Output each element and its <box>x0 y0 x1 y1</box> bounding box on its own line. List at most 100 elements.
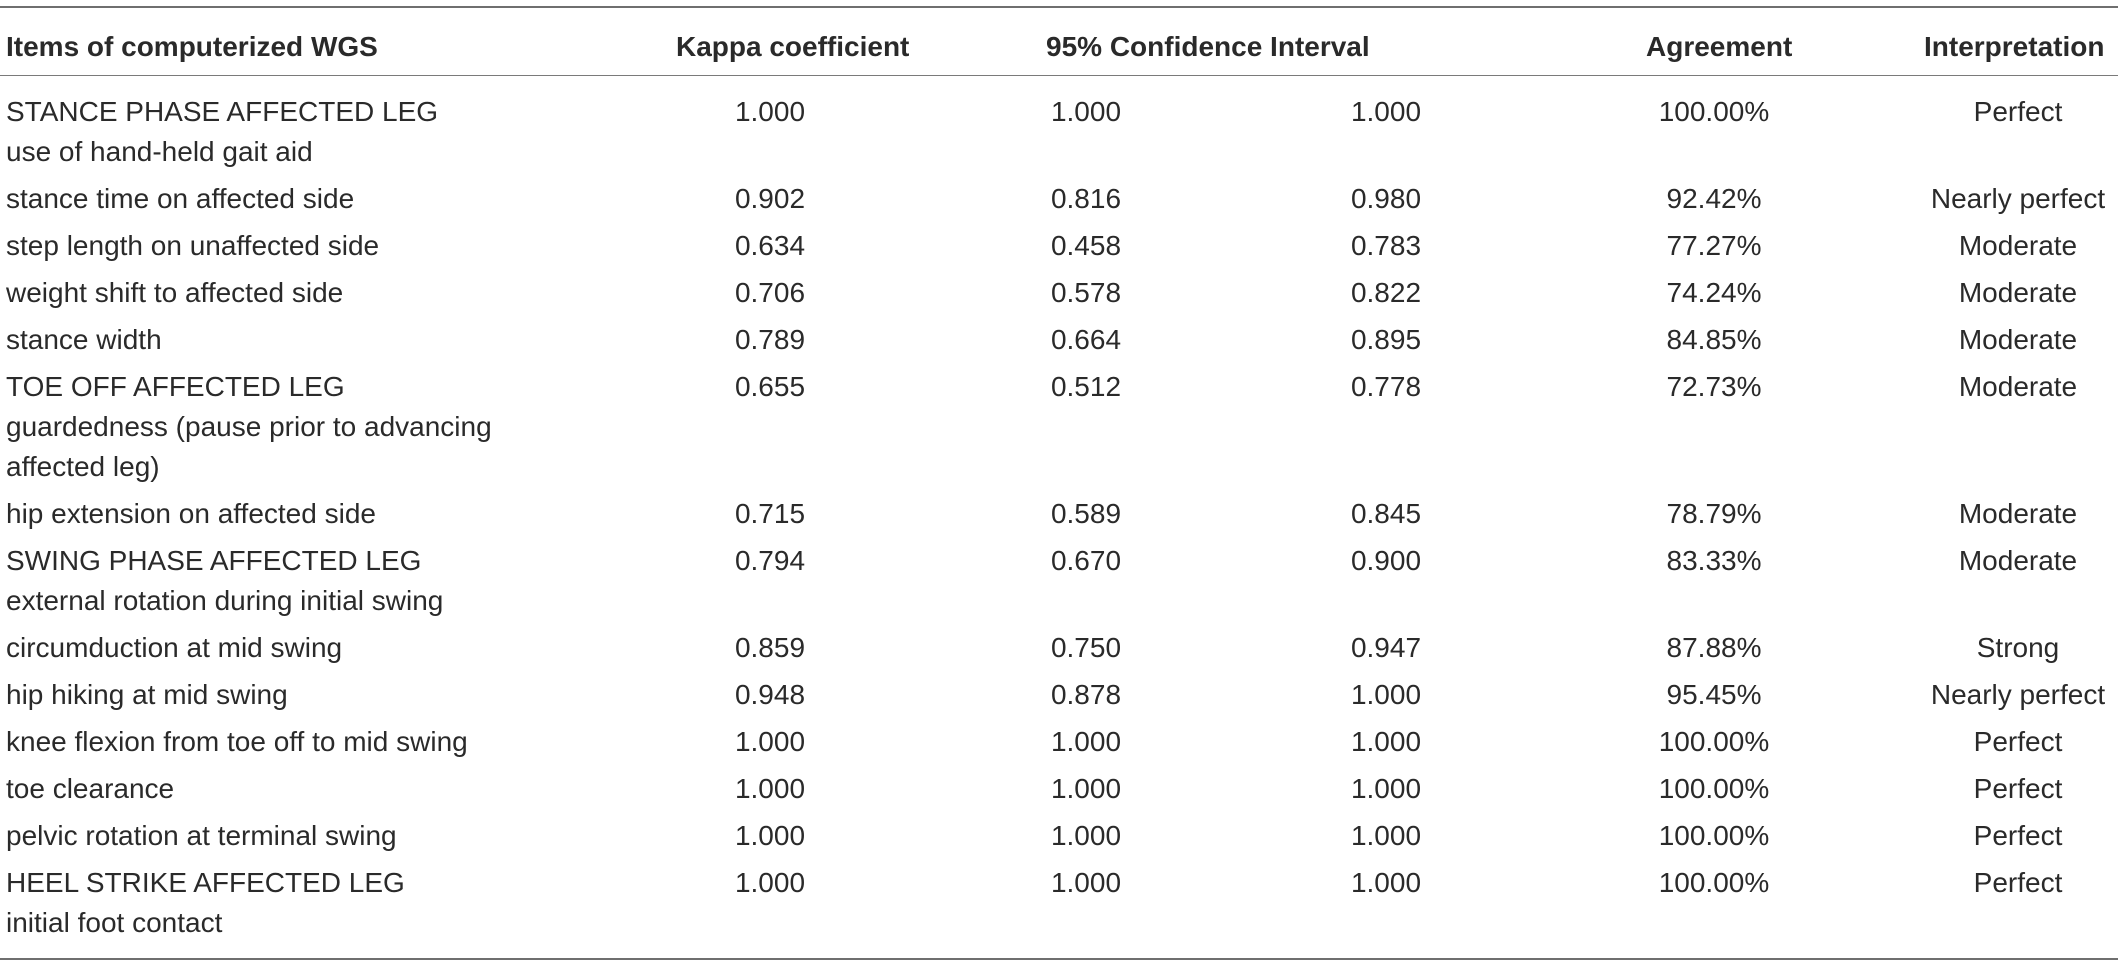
item-cell: hip hiking at mid swing <box>6 675 288 715</box>
kappa-cell: 0.706 <box>734 277 806 308</box>
interpretation-cell: Perfect <box>1973 96 2063 127</box>
item-line: hip extension on affected side <box>6 498 376 529</box>
header-items: Items of computerized WGS <box>6 31 378 62</box>
item-cell: stance width <box>6 320 162 360</box>
agreement-cell: 100.00% <box>1658 726 1770 757</box>
item-cell: SWING PHASE AFFECTED LEG external rotati… <box>6 541 443 621</box>
item-line: TOE OFF AFFECTED LEG <box>6 371 345 402</box>
table-bottom-rule <box>0 958 2118 960</box>
item-cell: toe clearance <box>6 769 174 809</box>
ci-low-cell: 0.589 <box>1050 498 1122 529</box>
interpretation-cell: Moderate <box>1958 277 2078 308</box>
table-top-rule <box>0 6 2118 8</box>
item-cell: knee flexion from toe off to mid swing <box>6 722 468 762</box>
agreement-cell: 92.42% <box>1666 183 1762 214</box>
ci-low-cell: 0.578 <box>1050 277 1122 308</box>
kappa-cell: 0.794 <box>734 545 806 576</box>
ci-high-cell: 1.000 <box>1350 820 1422 851</box>
interpretation-cell: Perfect <box>1973 820 2063 851</box>
item-line: initial foot contact <box>6 907 223 938</box>
agreement-cell: 100.00% <box>1658 867 1770 898</box>
kappa-cell: 1.000 <box>734 773 806 804</box>
item-cell: TOE OFF AFFECTED LEG guardedness (pause … <box>6 367 492 487</box>
item-line: weight shift to affected side <box>6 277 344 308</box>
ci-high-cell: 0.822 <box>1350 277 1422 308</box>
item-cell: weight shift to affected side <box>6 273 343 313</box>
ci-low-cell: 1.000 <box>1050 867 1122 898</box>
item-line: external rotation during initial swing <box>6 585 444 616</box>
header-confidence-interval: 95% Confidence Interval <box>1046 31 1370 62</box>
kappa-cell: 0.948 <box>734 679 806 710</box>
ci-high-cell: 0.783 <box>1350 230 1422 261</box>
interpretation-cell: Moderate <box>1958 371 2078 402</box>
header-bottom-rule <box>0 75 2118 76</box>
ci-high-cell: 0.845 <box>1350 498 1422 529</box>
ci-low-cell: 0.458 <box>1050 230 1122 261</box>
interpretation-cell: Strong <box>1976 632 2060 663</box>
interpretation-cell: Nearly perfect <box>1930 679 2106 710</box>
ci-high-cell: 1.000 <box>1350 773 1422 804</box>
item-cell: pelvic rotation at terminal swing <box>6 816 397 856</box>
ci-high-cell: 0.778 <box>1350 371 1422 402</box>
kappa-cell: 0.634 <box>734 230 806 261</box>
header-agreement: Agreement <box>1646 31 1793 62</box>
ci-low-cell: 1.000 <box>1050 96 1122 127</box>
item-cell: circumduction at mid swing <box>6 628 342 668</box>
interpretation-cell: Moderate <box>1958 324 2078 355</box>
ci-high-cell: 0.900 <box>1350 545 1422 576</box>
ci-high-cell: 1.000 <box>1350 867 1422 898</box>
agreement-cell: 100.00% <box>1658 820 1770 851</box>
item-line: use of hand-held gait aid <box>6 136 313 167</box>
item-line: toe clearance <box>6 773 175 804</box>
agreement-cell: 77.27% <box>1666 230 1762 261</box>
item-line: affected leg) <box>6 451 160 482</box>
item-cell: HEEL STRIKE AFFECTED LEG initial foot co… <box>6 863 405 943</box>
kappa-cell: 1.000 <box>734 726 806 757</box>
ci-low-cell: 0.670 <box>1050 545 1122 576</box>
interpretation-cell: Moderate <box>1958 230 2078 261</box>
ci-low-cell: 1.000 <box>1050 726 1122 757</box>
kappa-cell: 1.000 <box>734 96 806 127</box>
item-line: stance width <box>6 324 162 355</box>
agreement-cell: 83.33% <box>1666 545 1762 576</box>
item-line: pelvic rotation at terminal swing <box>6 820 397 851</box>
header-interpretation: Interpretation <box>1924 31 2105 62</box>
item-cell: STANCE PHASE AFFECTED LEG use of hand-he… <box>6 92 438 172</box>
item-line: HEEL STRIKE AFFECTED LEG <box>6 867 405 898</box>
kappa-cell: 0.859 <box>734 632 806 663</box>
agreement-cell: 87.88% <box>1666 632 1762 663</box>
item-line: hip hiking at mid swing <box>6 679 288 710</box>
item-line: knee flexion from toe off to mid swing <box>6 726 468 757</box>
item-line: step length on unaffected side <box>6 230 380 261</box>
interpretation-cell: Perfect <box>1973 773 2063 804</box>
item-line: circumduction at mid swing <box>6 632 343 663</box>
kappa-cell: 0.789 <box>734 324 806 355</box>
ci-high-cell: 0.947 <box>1350 632 1422 663</box>
ci-low-cell: 0.878 <box>1050 679 1122 710</box>
kappa-cell: 0.902 <box>734 183 806 214</box>
agreement-cell: 78.79% <box>1666 498 1762 529</box>
ci-high-cell: 1.000 <box>1350 96 1422 127</box>
kappa-cell: 1.000 <box>734 867 806 898</box>
interpretation-cell: Moderate <box>1958 498 2078 529</box>
agreement-cell: 74.24% <box>1666 277 1762 308</box>
kappa-cell: 0.715 <box>734 498 806 529</box>
ci-low-cell: 0.664 <box>1050 324 1122 355</box>
item-line: stance time on affected side <box>6 183 355 214</box>
item-cell: hip extension on affected side <box>6 494 376 534</box>
item-cell: step length on unaffected side <box>6 226 379 266</box>
agreement-cell: 95.45% <box>1666 679 1762 710</box>
ci-high-cell: 0.980 <box>1350 183 1422 214</box>
item-cell: stance time on affected side <box>6 179 354 219</box>
ci-low-cell: 0.750 <box>1050 632 1122 663</box>
ci-low-cell: 1.000 <box>1050 773 1122 804</box>
ci-low-cell: 0.816 <box>1050 183 1122 214</box>
interpretation-cell: Nearly perfect <box>1930 183 2106 214</box>
kappa-cell: 1.000 <box>734 820 806 851</box>
item-line: STANCE PHASE AFFECTED LEG <box>6 96 439 127</box>
ci-low-cell: 0.512 <box>1050 371 1122 402</box>
agreement-cell: 100.00% <box>1658 773 1770 804</box>
agreement-cell: 72.73% <box>1666 371 1762 402</box>
item-line: guardedness (pause prior to advancing <box>6 411 492 442</box>
